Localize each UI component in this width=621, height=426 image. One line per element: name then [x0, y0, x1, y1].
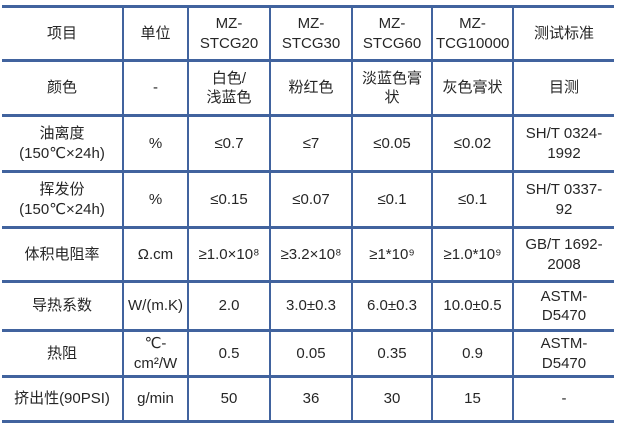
table-cell: GB/T 1692- 2008	[512, 227, 614, 282]
table-cell: ≤0.02	[431, 115, 513, 172]
table-cell: ℃- cm²/W	[122, 330, 188, 377]
table-row-color: 颜色 - 白色/ 浅蓝色 粉红色 淡蓝色膏状 灰色膏状 目测	[2, 60, 614, 116]
header-row: 项目 单位 MZ- STCG20 MZ- STCG30 MZ- STCG60 M…	[2, 6, 614, 61]
table-row-volume-resistivity: 体积电阻率 Ω.cm ≥1.0×10⁸ ≥3.2×10⁸ ≥1*10⁹ ≥1.0…	[2, 227, 614, 282]
table-cell: -	[512, 376, 614, 422]
table-cell: ≥1*10⁹	[351, 227, 432, 282]
table-cell: 15	[431, 376, 513, 422]
header-cell-unit: 单位	[122, 6, 188, 61]
table-cell: ≤7	[269, 115, 352, 172]
table-cell: 0.35	[351, 330, 432, 377]
spec-table: 项目 单位 MZ- STCG20 MZ- STCG30 MZ- STCG60 M…	[2, 5, 614, 423]
table-cell: ≥3.2×10⁸	[269, 227, 352, 282]
header-cell-product-4: MZ- TCG10000	[431, 6, 513, 61]
table-cell: ASTM- D5470	[512, 330, 614, 377]
table-cell: ASTM- D5470	[512, 281, 614, 331]
table-cell: g/min	[122, 376, 188, 422]
header-cell-product-1: MZ- STCG20	[187, 6, 270, 61]
table-cell: ≤0.05	[351, 115, 432, 172]
table-cell: 0.9	[431, 330, 513, 377]
table-cell: ≥1.0×10⁸	[187, 227, 270, 282]
header-cell-product-3: MZ- STCG60	[351, 6, 432, 61]
table-cell: ≤0.15	[187, 171, 270, 228]
table-cell: 白色/ 浅蓝色	[187, 60, 270, 116]
row-label: 挤出性(90PSI)	[14, 390, 110, 408]
table-cell: 目测	[512, 60, 614, 116]
table-cell: 3.0±0.3	[269, 281, 352, 331]
table-cell: 50	[187, 376, 270, 422]
table-cell: 粉红色	[269, 60, 352, 116]
row-label: 颜色	[46, 79, 77, 97]
table-cell: 0.05	[269, 330, 352, 377]
table-cell: 30	[351, 376, 432, 422]
table-cell: 36	[269, 376, 352, 422]
table-cell: SH/T 0337- 92	[512, 171, 614, 228]
header-cell-standard: 测试标准	[512, 6, 614, 61]
header-cell-product-2: MZ- STCG30	[269, 6, 352, 61]
table-cell: ≤0.7	[187, 115, 270, 172]
table-row-thermal-conductivity: 导热系数 W/(m.K) 2.0 3.0±0.3 6.0±0.3 10.0±0.…	[2, 281, 614, 331]
row-label: 体积电阻率	[24, 245, 100, 263]
header-cell-item: 项目	[46, 24, 77, 42]
table-cell: ≤0.1	[431, 171, 513, 228]
row-label: 挥发份 (150℃×24h)	[19, 181, 105, 218]
table-row-thermal-resistance: 热阻 ℃- cm²/W 0.5 0.05 0.35 0.9 ASTM- D547…	[2, 330, 614, 377]
table-row-oil-separation: 油离度 (150℃×24h) % ≤0.7 ≤7 ≤0.05 ≤0.02 SH/…	[2, 115, 614, 172]
table-cell: %	[122, 171, 188, 228]
row-label: 油离度 (150℃×24h)	[19, 125, 105, 162]
table-cell: 10.0±0.5	[431, 281, 513, 331]
table-cell: 2.0	[187, 281, 270, 331]
table-row-extrudability: 挤出性(90PSI) g/min 50 36 30 15 -	[2, 376, 614, 422]
table-cell: 灰色膏状	[431, 60, 513, 116]
table-cell: %	[122, 115, 188, 172]
row-label: 热阻	[46, 344, 77, 362]
table-cell: 6.0±0.3	[351, 281, 432, 331]
table-cell: ≤0.07	[269, 171, 352, 228]
table-cell: -	[122, 60, 188, 116]
table-cell: 0.5	[187, 330, 270, 377]
table-cell: SH/T 0324- 1992	[512, 115, 614, 172]
table-cell: ≥1.0*10⁹	[431, 227, 513, 282]
table-cell: Ω.cm	[122, 227, 188, 282]
table-cell: ≤0.1	[351, 171, 432, 228]
table-cell: W/(m.K)	[122, 281, 188, 331]
row-label: 导热系数	[31, 297, 92, 315]
table-row-volatility: 挥发份 (150℃×24h) % ≤0.15 ≤0.07 ≤0.1 ≤0.1 S…	[2, 171, 614, 228]
table-cell: 淡蓝色膏状	[351, 60, 432, 116]
